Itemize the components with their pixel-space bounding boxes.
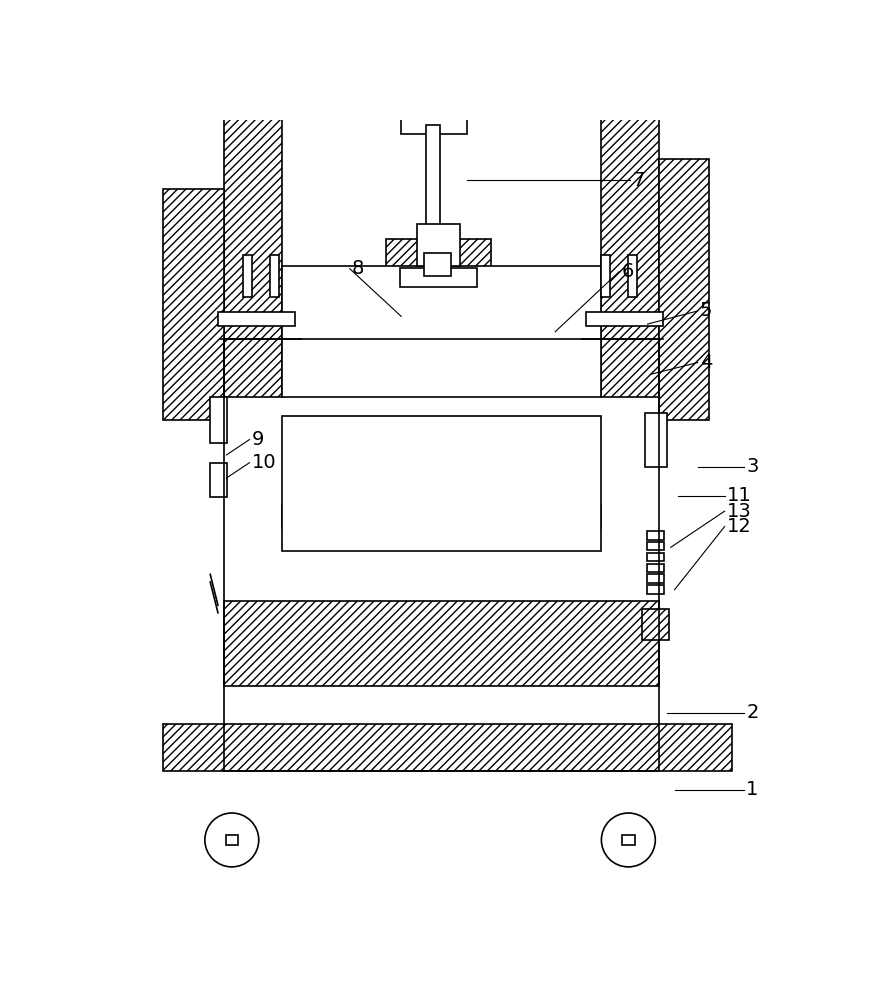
- Text: 12: 12: [727, 517, 751, 536]
- Bar: [647, 553, 664, 561]
- Bar: [586, 312, 663, 326]
- Bar: [424, 253, 452, 276]
- Bar: [224, 601, 659, 686]
- Bar: [646, 413, 667, 466]
- Text: 8: 8: [352, 259, 364, 278]
- Bar: [642, 609, 669, 640]
- Text: 9: 9: [252, 430, 265, 449]
- Bar: [400, 268, 476, 287]
- Text: 6: 6: [622, 262, 634, 281]
- Bar: [401, 41, 467, 134]
- Text: 4: 4: [700, 353, 713, 372]
- Bar: [162, 724, 732, 771]
- Text: 7: 7: [632, 171, 645, 190]
- Bar: [226, 835, 238, 845]
- Text: 5: 5: [700, 301, 713, 320]
- Circle shape: [205, 813, 258, 867]
- Text: 10: 10: [252, 453, 276, 472]
- Circle shape: [602, 813, 655, 867]
- Bar: [385, 239, 422, 289]
- Bar: [224, 339, 659, 771]
- Bar: [647, 574, 664, 583]
- Bar: [210, 463, 228, 497]
- Bar: [659, 158, 709, 420]
- Text: 2: 2: [746, 703, 759, 722]
- Bar: [647, 564, 664, 572]
- Text: 3: 3: [746, 457, 759, 476]
- Bar: [647, 585, 664, 594]
- Bar: [162, 189, 224, 420]
- Bar: [282, 505, 602, 528]
- Text: 1: 1: [746, 780, 759, 799]
- Bar: [416, 224, 460, 266]
- Bar: [647, 542, 664, 550]
- Bar: [218, 312, 295, 326]
- Bar: [628, 255, 637, 297]
- Bar: [426, 125, 440, 226]
- Bar: [453, 239, 490, 289]
- Bar: [243, 255, 252, 297]
- Bar: [224, 108, 282, 397]
- Bar: [224, 282, 659, 339]
- Bar: [647, 531, 664, 540]
- Bar: [622, 835, 634, 845]
- Bar: [601, 255, 609, 297]
- Bar: [282, 266, 602, 397]
- Bar: [210, 397, 228, 443]
- Bar: [282, 416, 602, 551]
- Bar: [602, 108, 659, 397]
- Text: 13: 13: [727, 502, 751, 521]
- Text: 11: 11: [727, 486, 751, 505]
- Bar: [270, 255, 279, 297]
